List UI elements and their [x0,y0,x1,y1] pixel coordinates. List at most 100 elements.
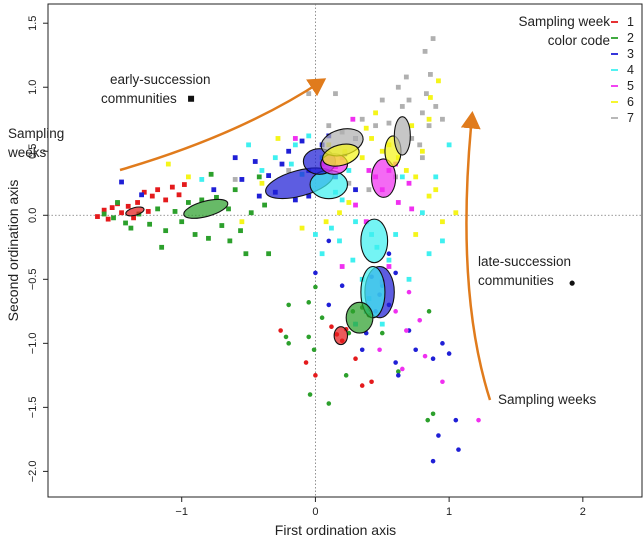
y-tick-label: 0.0 [27,208,39,223]
data-point-week-5 [353,202,358,208]
data-point-week-3 [299,138,305,144]
data-point-week-7 [403,74,409,80]
data-point-week-6 [275,136,281,141]
data-point-week-6 [337,210,342,216]
data-point-week-1 [101,207,107,213]
data-point-week-1 [119,210,124,216]
data-point-week-2 [208,171,214,177]
data-point-week-5 [393,309,398,314]
late-succession-label: late-succession [478,254,571,269]
data-point-week-3 [440,341,445,346]
data-point-week-2 [232,187,238,193]
late-succession-label-line2: communities [478,273,554,288]
data-point-week-6 [239,219,245,225]
data-point-week-4 [329,225,334,231]
data-point-week-3 [393,270,398,276]
data-point-week-4 [419,210,425,216]
data-point-week-2 [306,300,312,305]
data-point-week-6 [299,225,305,231]
data-point-week-1 [278,328,283,333]
early-succession-label-line2: communities [101,91,177,106]
data-point-week-7 [286,168,292,173]
data-point-week-4 [353,219,358,225]
data-point-week-4 [292,142,298,148]
data-point-week-4 [288,161,294,167]
data-point-week-2 [311,347,317,353]
data-point-week-5 [409,206,415,212]
data-point-week-5 [363,219,369,225]
data-point-week-6 [426,193,432,199]
data-point-week-2 [238,228,243,234]
data-point-week-2 [123,220,128,226]
ellipse-week-7 [393,116,411,156]
data-point-week-5 [400,366,405,372]
data-point-week-3 [413,347,418,353]
data-point-week-4 [259,168,265,173]
data-point-week-3 [306,193,312,199]
data-point-week-4 [272,155,278,161]
data-point-week-7 [426,123,432,129]
data-point-week-2 [219,223,225,228]
data-point-week-3 [436,433,441,438]
data-point-week-4 [306,133,312,139]
sampling-weeks-left-label: Sampling [8,126,64,141]
data-point-week-7 [399,104,405,109]
legend-label-2: 2 [627,31,634,45]
data-point-week-7 [433,104,439,109]
data-point-week-4 [246,142,251,148]
ellipse-week-1 [125,206,145,217]
data-point-week-6 [453,210,459,216]
data-point-week-2 [147,221,153,227]
data-point-week-1 [135,200,140,205]
data-point-week-4 [426,251,432,257]
data-point-week-2 [256,174,262,180]
data-point-week-4 [399,174,405,180]
legend-label-1: 1 [627,15,634,29]
data-point-week-5 [406,289,412,295]
data-point-week-6 [379,148,385,154]
data-point-week-3 [239,177,245,182]
data-point-week-2 [379,330,385,336]
data-point-week-7 [386,120,392,126]
data-point-week-3 [266,173,272,178]
ellipse-week-2 [345,301,374,334]
data-point-week-5 [377,347,382,353]
ellipse-week-1 [333,326,349,346]
data-point-week-7 [326,123,332,129]
data-point-week-4 [319,251,325,257]
data-point-week-3 [313,270,318,276]
y-tick-label: −2.0 [27,461,39,483]
data-point-week-5 [440,379,445,385]
ellipse-week-6 [321,143,360,167]
data-point-week-2 [266,251,272,257]
data-point-week-1 [369,379,374,385]
data-point-week-6 [440,219,445,225]
legend-title-line2: color code [548,33,610,48]
data-point-week-6 [185,174,191,180]
legend-label-3: 3 [627,47,634,61]
data-point-week-1 [329,324,334,329]
data-point-week-4 [433,174,439,180]
plot-frame [47,3,643,498]
data-point-week-2 [286,302,291,308]
data-point-week-6 [346,200,352,205]
data-point-week-7 [440,116,445,122]
data-point-week-2 [313,284,318,290]
data-point-week-4 [199,177,205,182]
data-point-week-1 [141,189,147,195]
sampling-weeks-left-arrow [119,78,327,172]
data-point-week-3 [393,360,398,365]
y-tick-label: 1.5 [27,16,39,31]
early-succession-label: early-succession [110,72,211,87]
data-point-week-3 [232,155,238,161]
legend-label-7: 7 [627,111,634,125]
data-point-week-5 [406,180,412,186]
data-point-week-2 [262,202,268,208]
data-point-week-2 [192,232,198,237]
data-point-week-2 [430,411,436,417]
sampling-weeks-right-arrow [460,111,492,401]
data-point-week-2 [172,209,178,214]
data-point-week-2 [128,225,134,231]
data-point-week-1 [125,203,131,209]
legend: Sampling week color code 1 2 3 4 5 6 7 [518,14,634,125]
